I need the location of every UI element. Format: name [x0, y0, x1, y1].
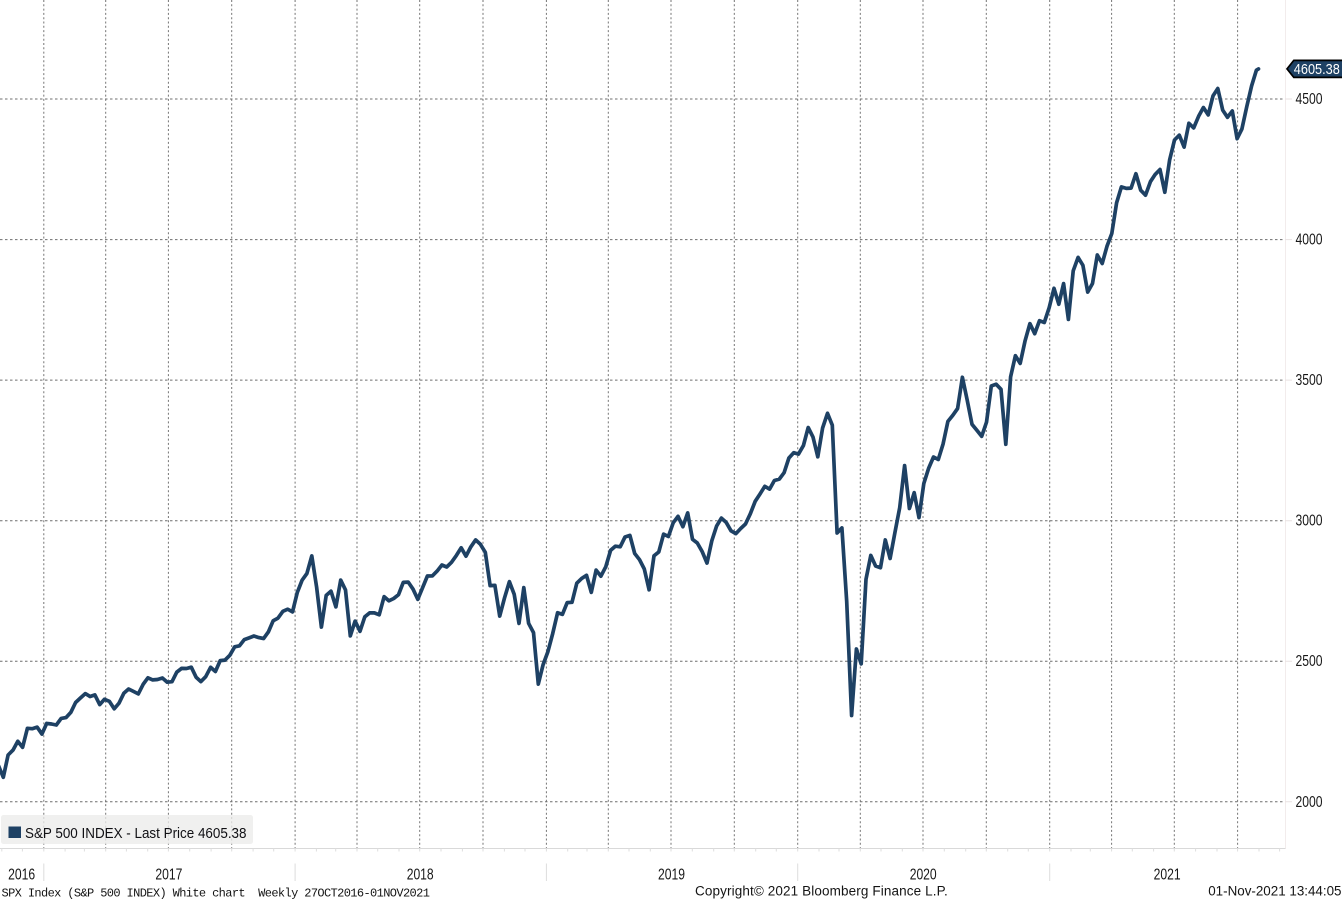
svg-text:4500: 4500	[1296, 91, 1323, 108]
svg-text:2000: 2000	[1296, 794, 1323, 811]
svg-text:4000: 4000	[1296, 232, 1323, 249]
svg-text:3000: 3000	[1296, 513, 1323, 530]
svg-text:2018: 2018	[407, 867, 434, 884]
svg-text:2017: 2017	[155, 867, 182, 884]
svg-text:2016: 2016	[8, 867, 35, 884]
svg-text:SPX Index (S&P 500 INDEX) Whit: SPX Index (S&P 500 INDEX) White chart We…	[2, 887, 430, 900]
svg-text:4605.38: 4605.38	[1294, 62, 1340, 78]
svg-text:2500: 2500	[1296, 653, 1323, 670]
svg-text:2020: 2020	[910, 867, 937, 884]
svg-text:2019: 2019	[658, 867, 685, 884]
svg-text:S&P 500 INDEX - Last Price 460: S&P 500 INDEX - Last Price 4605.38	[25, 825, 247, 842]
svg-text:01-Nov-2021 13:44:05: 01-Nov-2021 13:44:05	[1208, 884, 1341, 899]
svg-text:Copyright© 2021 Bloomberg Fina: Copyright© 2021 Bloomberg Finance L.P.	[695, 884, 948, 899]
svg-text:2021: 2021	[1154, 867, 1181, 884]
svg-text:3500: 3500	[1296, 372, 1323, 389]
